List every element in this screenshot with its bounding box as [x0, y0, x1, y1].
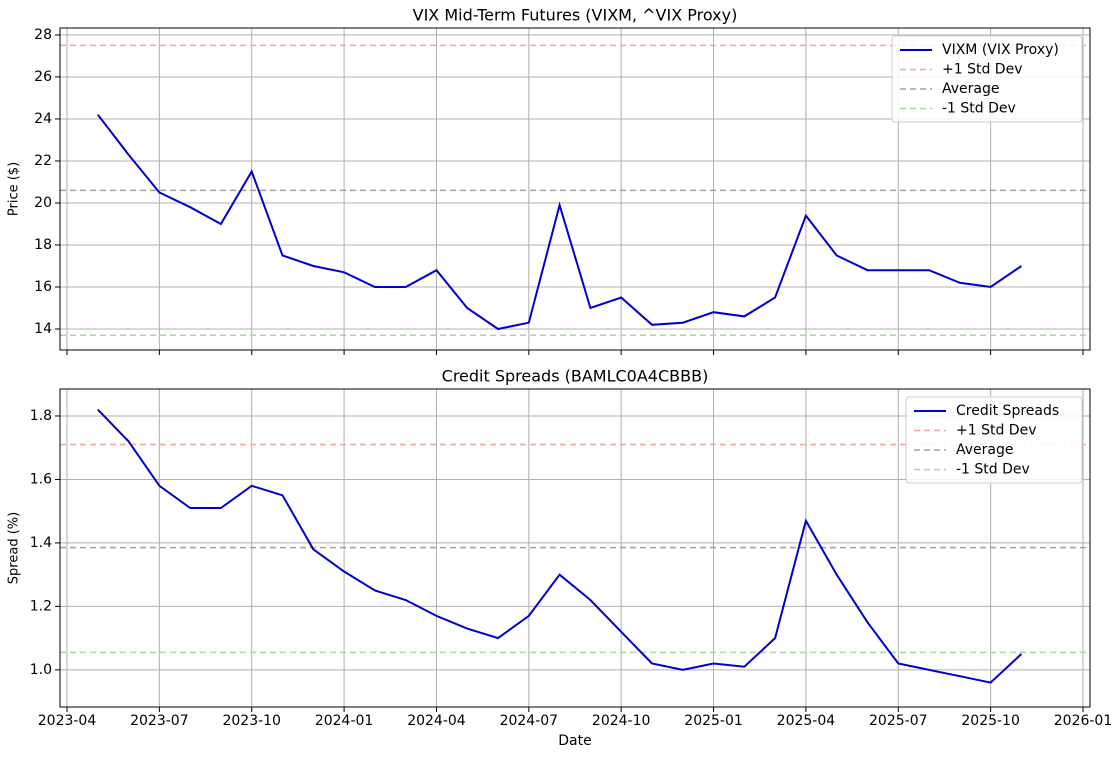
x-tick-label: 2024-07	[500, 713, 559, 729]
y-axis-label: Spread (%)	[7, 512, 22, 584]
legend-label: Credit Spreads	[956, 403, 1059, 419]
x-axis-label: Date	[558, 733, 591, 749]
plot-frame	[59, 388, 1091, 708]
y-tick-label: 1.4	[30, 535, 52, 551]
legend-label: VIXM (VIX Proxy)	[942, 42, 1059, 58]
y-tick-label: 1.0	[30, 662, 52, 678]
x-tick-label: 2024-10	[592, 713, 651, 729]
plot-frame	[59, 27, 1091, 351]
y-tick-label: 1.2	[30, 598, 52, 614]
y-tick-label: 14	[34, 321, 52, 337]
x-tick-label: 2024-04	[407, 713, 466, 729]
y-tick-label: 16	[34, 279, 52, 295]
legend-label: Average	[956, 442, 1014, 458]
x-tick-label: 2025-10	[961, 713, 1020, 729]
y-tick-label: 26	[34, 69, 52, 85]
x-tick-label: 2025-04	[777, 713, 836, 729]
legend: Credit Spreads +1 Std Dev Average -1 Std De…	[905, 396, 1083, 484]
x-tick-label: 2026-01	[1054, 713, 1113, 729]
legend-label: -1 Std Dev	[956, 462, 1030, 478]
x-tick-label: 2023-07	[130, 713, 189, 729]
x-tick-label: 2024-01	[315, 713, 374, 729]
chart-title: VIX Mid-Term Futures (VIXM, ^VIX Proxy)	[413, 6, 738, 25]
x-tick-label: 2025-07	[869, 713, 928, 729]
legend-label: +1 Std Dev	[956, 423, 1036, 439]
y-tick-label: 22	[34, 153, 52, 169]
legend-label: -1 Std Dev	[942, 101, 1016, 117]
y-tick-label: 20	[34, 195, 52, 211]
x-tick-label: 2023-10	[222, 713, 281, 729]
legend-box	[891, 35, 1083, 123]
x-tick-label: 2023-04	[38, 713, 97, 729]
chart-title: Credit Spreads (BAMLC0A4CBBB)	[442, 367, 709, 386]
x-tick-label: 2025-01	[684, 713, 743, 729]
legend-label: +1 Std Dev	[942, 62, 1022, 78]
y-tick-label: 1.8	[30, 408, 52, 424]
y-tick-label: 24	[34, 111, 52, 127]
data-line	[97, 408, 1023, 684]
legend-box	[905, 396, 1083, 484]
legend: VIXM (VIX Proxy) +1 Std Dev Average -1 Std …	[891, 35, 1083, 123]
y-tick-label: 18	[34, 237, 52, 253]
legend-label: Average	[942, 81, 1000, 97]
y-axis-label: Price ($)	[7, 162, 22, 216]
y-tick-label: 1.6	[30, 471, 52, 487]
y-tick-label: 28	[34, 27, 52, 43]
data-line	[97, 114, 1022, 331]
